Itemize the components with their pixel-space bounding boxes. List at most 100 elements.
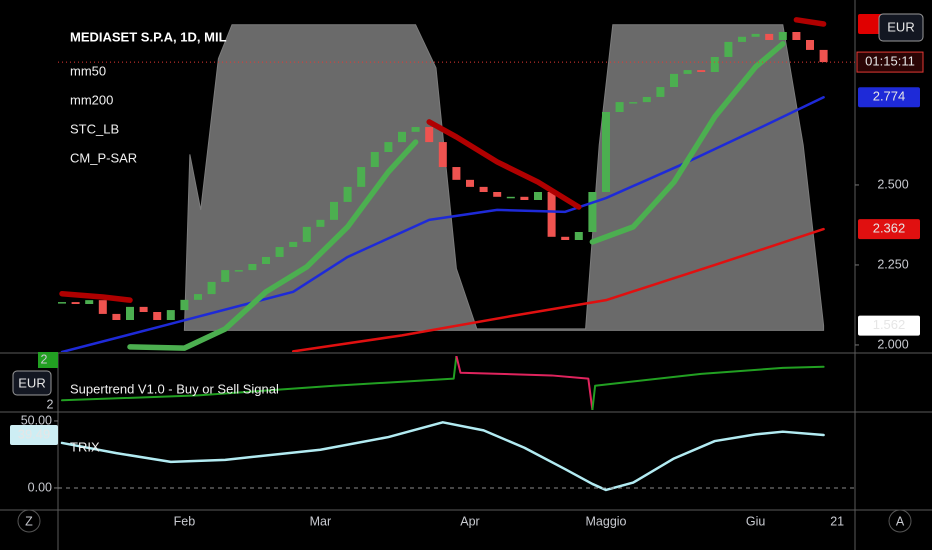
candle: [724, 41, 733, 57]
y-tick-label: 0.00: [28, 480, 52, 494]
auto-scale-label: A: [896, 514, 905, 528]
pane: [61, 356, 825, 410]
candle: [629, 102, 638, 104]
candle: [126, 306, 134, 320]
candle: [806, 40, 814, 50]
price-tag: [858, 219, 920, 240]
legend-entry: STC_LB: [70, 121, 119, 136]
countdown-tag: [856, 51, 924, 73]
toolbar: EUR EUR Z A: [12, 13, 924, 533]
candle: [234, 270, 243, 272]
price-tag: [858, 315, 920, 336]
legend-entry: mm50: [70, 63, 106, 78]
candle: [221, 270, 230, 282]
line: [426, 119, 582, 210]
legend-entry: mm200: [70, 92, 113, 107]
candle: [452, 167, 461, 180]
candle: [493, 192, 502, 197]
line: [455, 356, 594, 410]
candle: [466, 179, 474, 187]
candle: [343, 186, 352, 202]
left-scale-label: Z: [25, 514, 33, 528]
currency-label: EUR: [887, 19, 914, 34]
left-currency-label: EUR: [18, 375, 45, 390]
candle: [180, 299, 189, 311]
y-tick-label: 2.500: [877, 177, 908, 191]
candle: [778, 32, 787, 40]
chart-title: MEDIASET S.P.A, 1D, MIL: [70, 29, 227, 44]
x-tick-label: 21: [830, 514, 844, 528]
candle: [153, 312, 162, 320]
candle: [479, 186, 488, 192]
auto-scale-button[interactable]: [888, 509, 912, 533]
candle: [398, 131, 406, 143]
candle: [765, 33, 774, 40]
candle: [302, 226, 311, 242]
candle: [330, 201, 338, 220]
left-currency-button[interactable]: [12, 370, 52, 396]
candle: [316, 219, 325, 227]
candle: [670, 73, 678, 88]
x-tick-label: Apr: [460, 514, 479, 528]
y-axis-text: 2: [41, 352, 48, 366]
candle: [751, 33, 760, 37]
candle: [819, 49, 828, 63]
candle: [506, 196, 515, 199]
candle: [71, 302, 80, 304]
legend-entry: TRIX: [70, 439, 100, 454]
candle: [194, 294, 202, 300]
axis-tag: [38, 352, 58, 368]
line: [591, 365, 825, 410]
y-tick-label: 50.00: [21, 413, 52, 427]
candle: [710, 56, 719, 72]
line: [291, 227, 825, 352]
candle: [207, 281, 216, 295]
candle: [248, 264, 257, 271]
candle: [547, 192, 556, 237]
countdown: 01:15:11: [865, 54, 915, 69]
y-axis-text: 2: [47, 397, 54, 411]
price-tag: [858, 87, 920, 108]
candle: [166, 310, 175, 320]
line: [59, 291, 133, 303]
candle: [520, 196, 529, 200]
candle: [425, 127, 434, 143]
y-tick-label: 2.250: [877, 257, 908, 271]
candle: [438, 142, 447, 168]
line: [589, 41, 786, 245]
candle: [139, 306, 148, 312]
x-tick-label: Feb: [174, 514, 196, 528]
line: [127, 139, 419, 351]
candle: [370, 152, 379, 168]
candle: [262, 256, 270, 264]
candle: [112, 313, 121, 320]
price-tag-label: 39.49: [18, 426, 51, 441]
pane: [60, 421, 825, 492]
candle: [411, 127, 420, 132]
candle: [289, 241, 298, 248]
candle: [683, 70, 692, 74]
currency-button[interactable]: [878, 13, 924, 42]
x-tick-label: Giu: [746, 514, 766, 528]
x-tick-label: Maggio: [586, 514, 627, 528]
x-tick-label: Mar: [310, 514, 332, 528]
candle: [561, 236, 570, 240]
line: [60, 421, 825, 492]
legend-entry: CM_P-SAR: [70, 150, 137, 165]
left-scale-button[interactable]: [17, 509, 41, 533]
price-tag-label: 1.562: [873, 317, 906, 332]
candle: [98, 300, 107, 314]
candle: [615, 102, 624, 112]
price-tag-label: 2.362: [873, 221, 906, 236]
candle: [602, 112, 610, 192]
pane: [58, 17, 828, 352]
y-tick-label: 2.000: [877, 337, 908, 351]
candle: [697, 70, 706, 72]
area: [183, 24, 825, 331]
candle: [574, 232, 583, 240]
candle: [384, 142, 393, 152]
candle: [738, 36, 746, 42]
price-tag-label: 2.774: [873, 89, 906, 104]
price-tag: [10, 425, 58, 446]
